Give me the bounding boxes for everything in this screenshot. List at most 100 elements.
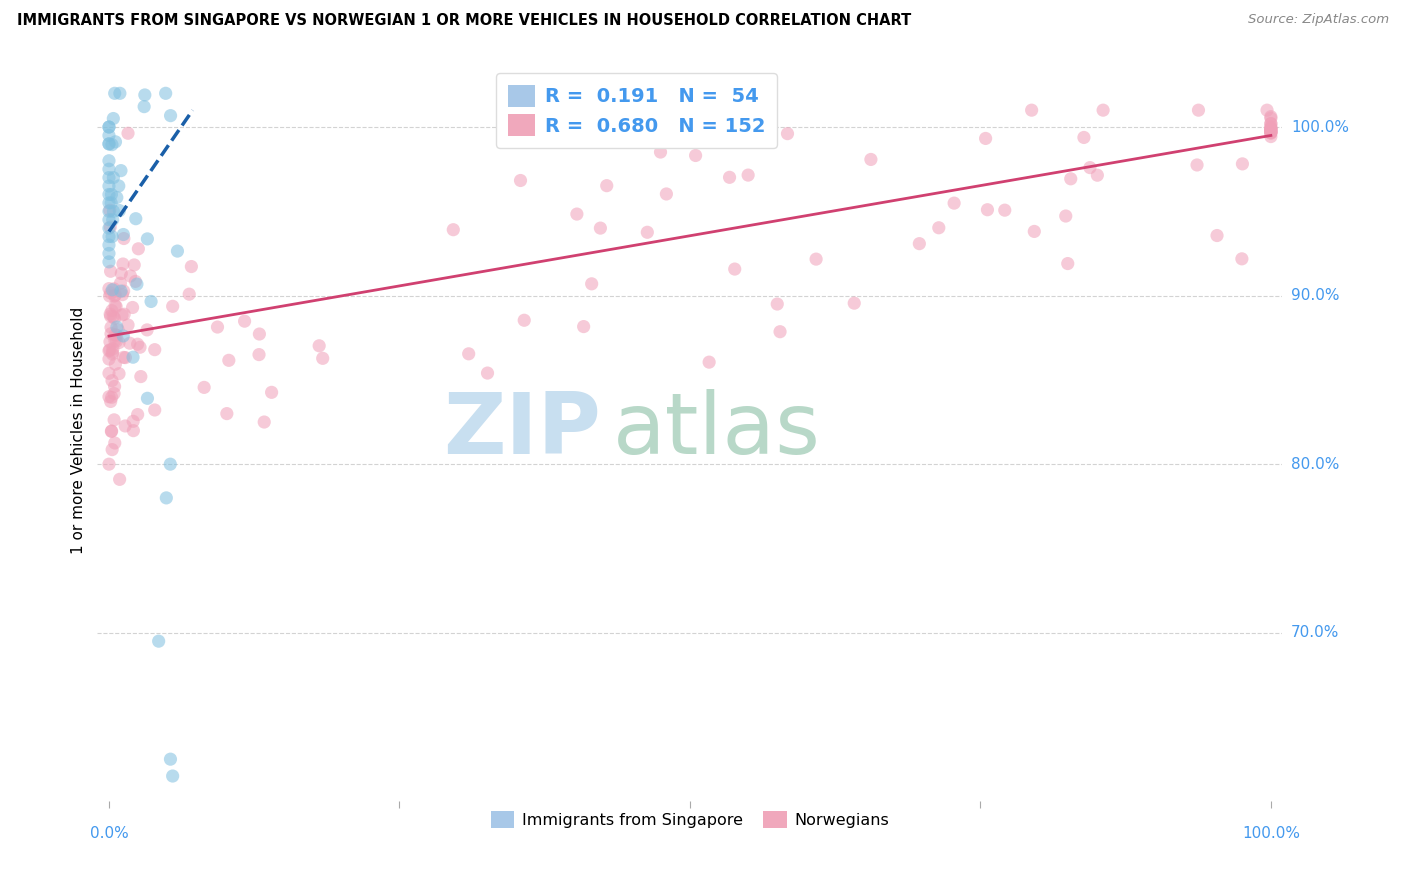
- Y-axis label: 1 or more Vehicles in Household: 1 or more Vehicles in Household: [72, 307, 86, 554]
- Point: [98, 238, 121, 252]
- Point: [112, 329, 135, 343]
- Point: [104, 357, 127, 371]
- Point: [117, 126, 139, 140]
- Point: [108, 367, 131, 381]
- Point: [636, 225, 658, 239]
- Point: [1260, 126, 1282, 140]
- Point: [103, 289, 125, 303]
- Point: [143, 343, 166, 357]
- Point: [112, 227, 135, 242]
- Point: [859, 153, 882, 167]
- Point: [105, 334, 128, 348]
- Point: [110, 284, 132, 298]
- Point: [103, 311, 125, 326]
- Point: [943, 196, 966, 211]
- Point: [180, 260, 202, 274]
- Text: 90.0%: 90.0%: [1291, 288, 1340, 303]
- Point: [104, 334, 127, 348]
- Point: [247, 326, 270, 341]
- Point: [129, 369, 152, 384]
- Point: [1260, 120, 1282, 135]
- Point: [100, 320, 122, 334]
- Point: [718, 170, 741, 185]
- Point: [105, 190, 128, 204]
- Point: [98, 343, 121, 358]
- Point: [162, 299, 184, 313]
- Point: [129, 340, 152, 354]
- Point: [104, 288, 127, 302]
- Point: [112, 307, 135, 321]
- Point: [159, 109, 181, 123]
- Point: [104, 327, 127, 342]
- Point: [101, 345, 124, 359]
- Point: [1260, 117, 1282, 131]
- Point: [101, 212, 124, 227]
- Point: [125, 277, 148, 292]
- Point: [98, 195, 121, 210]
- Point: [98, 136, 121, 151]
- Point: [655, 186, 678, 201]
- Point: [136, 323, 159, 337]
- Point: [179, 287, 201, 301]
- Point: [122, 350, 145, 364]
- Point: [1085, 168, 1108, 182]
- Point: [98, 282, 121, 296]
- Point: [117, 318, 139, 332]
- Point: [127, 242, 149, 256]
- Point: [98, 153, 121, 168]
- Point: [101, 283, 124, 297]
- Point: [155, 87, 177, 101]
- Point: [565, 207, 588, 221]
- Point: [101, 442, 124, 457]
- Point: [974, 131, 997, 145]
- Point: [122, 414, 145, 428]
- Point: [308, 339, 330, 353]
- Point: [1187, 103, 1209, 118]
- Point: [844, 296, 866, 310]
- Point: [661, 105, 683, 120]
- Point: [1260, 117, 1282, 131]
- Point: [253, 415, 276, 429]
- Point: [110, 163, 132, 178]
- Point: [1260, 129, 1282, 144]
- Point: [1073, 130, 1095, 145]
- Point: [1078, 161, 1101, 175]
- Point: [98, 334, 121, 349]
- Point: [134, 100, 156, 114]
- Point: [155, 491, 177, 505]
- Point: [122, 424, 145, 438]
- Point: [166, 244, 188, 258]
- Point: [804, 252, 827, 266]
- Point: [112, 231, 135, 245]
- Point: [1260, 122, 1282, 136]
- Point: [103, 413, 125, 427]
- Point: [98, 162, 121, 177]
- Point: [103, 379, 125, 393]
- Point: [100, 285, 122, 300]
- Point: [108, 472, 131, 486]
- Point: [1232, 157, 1254, 171]
- Point: [143, 403, 166, 417]
- Point: [104, 299, 127, 313]
- Point: [103, 386, 125, 401]
- Point: [159, 457, 181, 471]
- Point: [1260, 120, 1282, 134]
- Point: [114, 419, 136, 434]
- Point: [112, 351, 135, 365]
- Text: 80.0%: 80.0%: [1291, 457, 1339, 472]
- Point: [98, 246, 121, 260]
- Point: [1260, 125, 1282, 139]
- Point: [98, 120, 121, 134]
- Point: [1260, 122, 1282, 136]
- Point: [1056, 256, 1078, 270]
- Point: [260, 385, 283, 400]
- Point: [105, 300, 128, 314]
- Point: [108, 203, 131, 218]
- Point: [98, 352, 121, 367]
- Point: [105, 328, 128, 343]
- Point: [233, 314, 256, 328]
- Point: [103, 282, 125, 296]
- Point: [98, 307, 121, 321]
- Point: [1060, 171, 1083, 186]
- Text: Source: ZipAtlas.com: Source: ZipAtlas.com: [1249, 13, 1389, 27]
